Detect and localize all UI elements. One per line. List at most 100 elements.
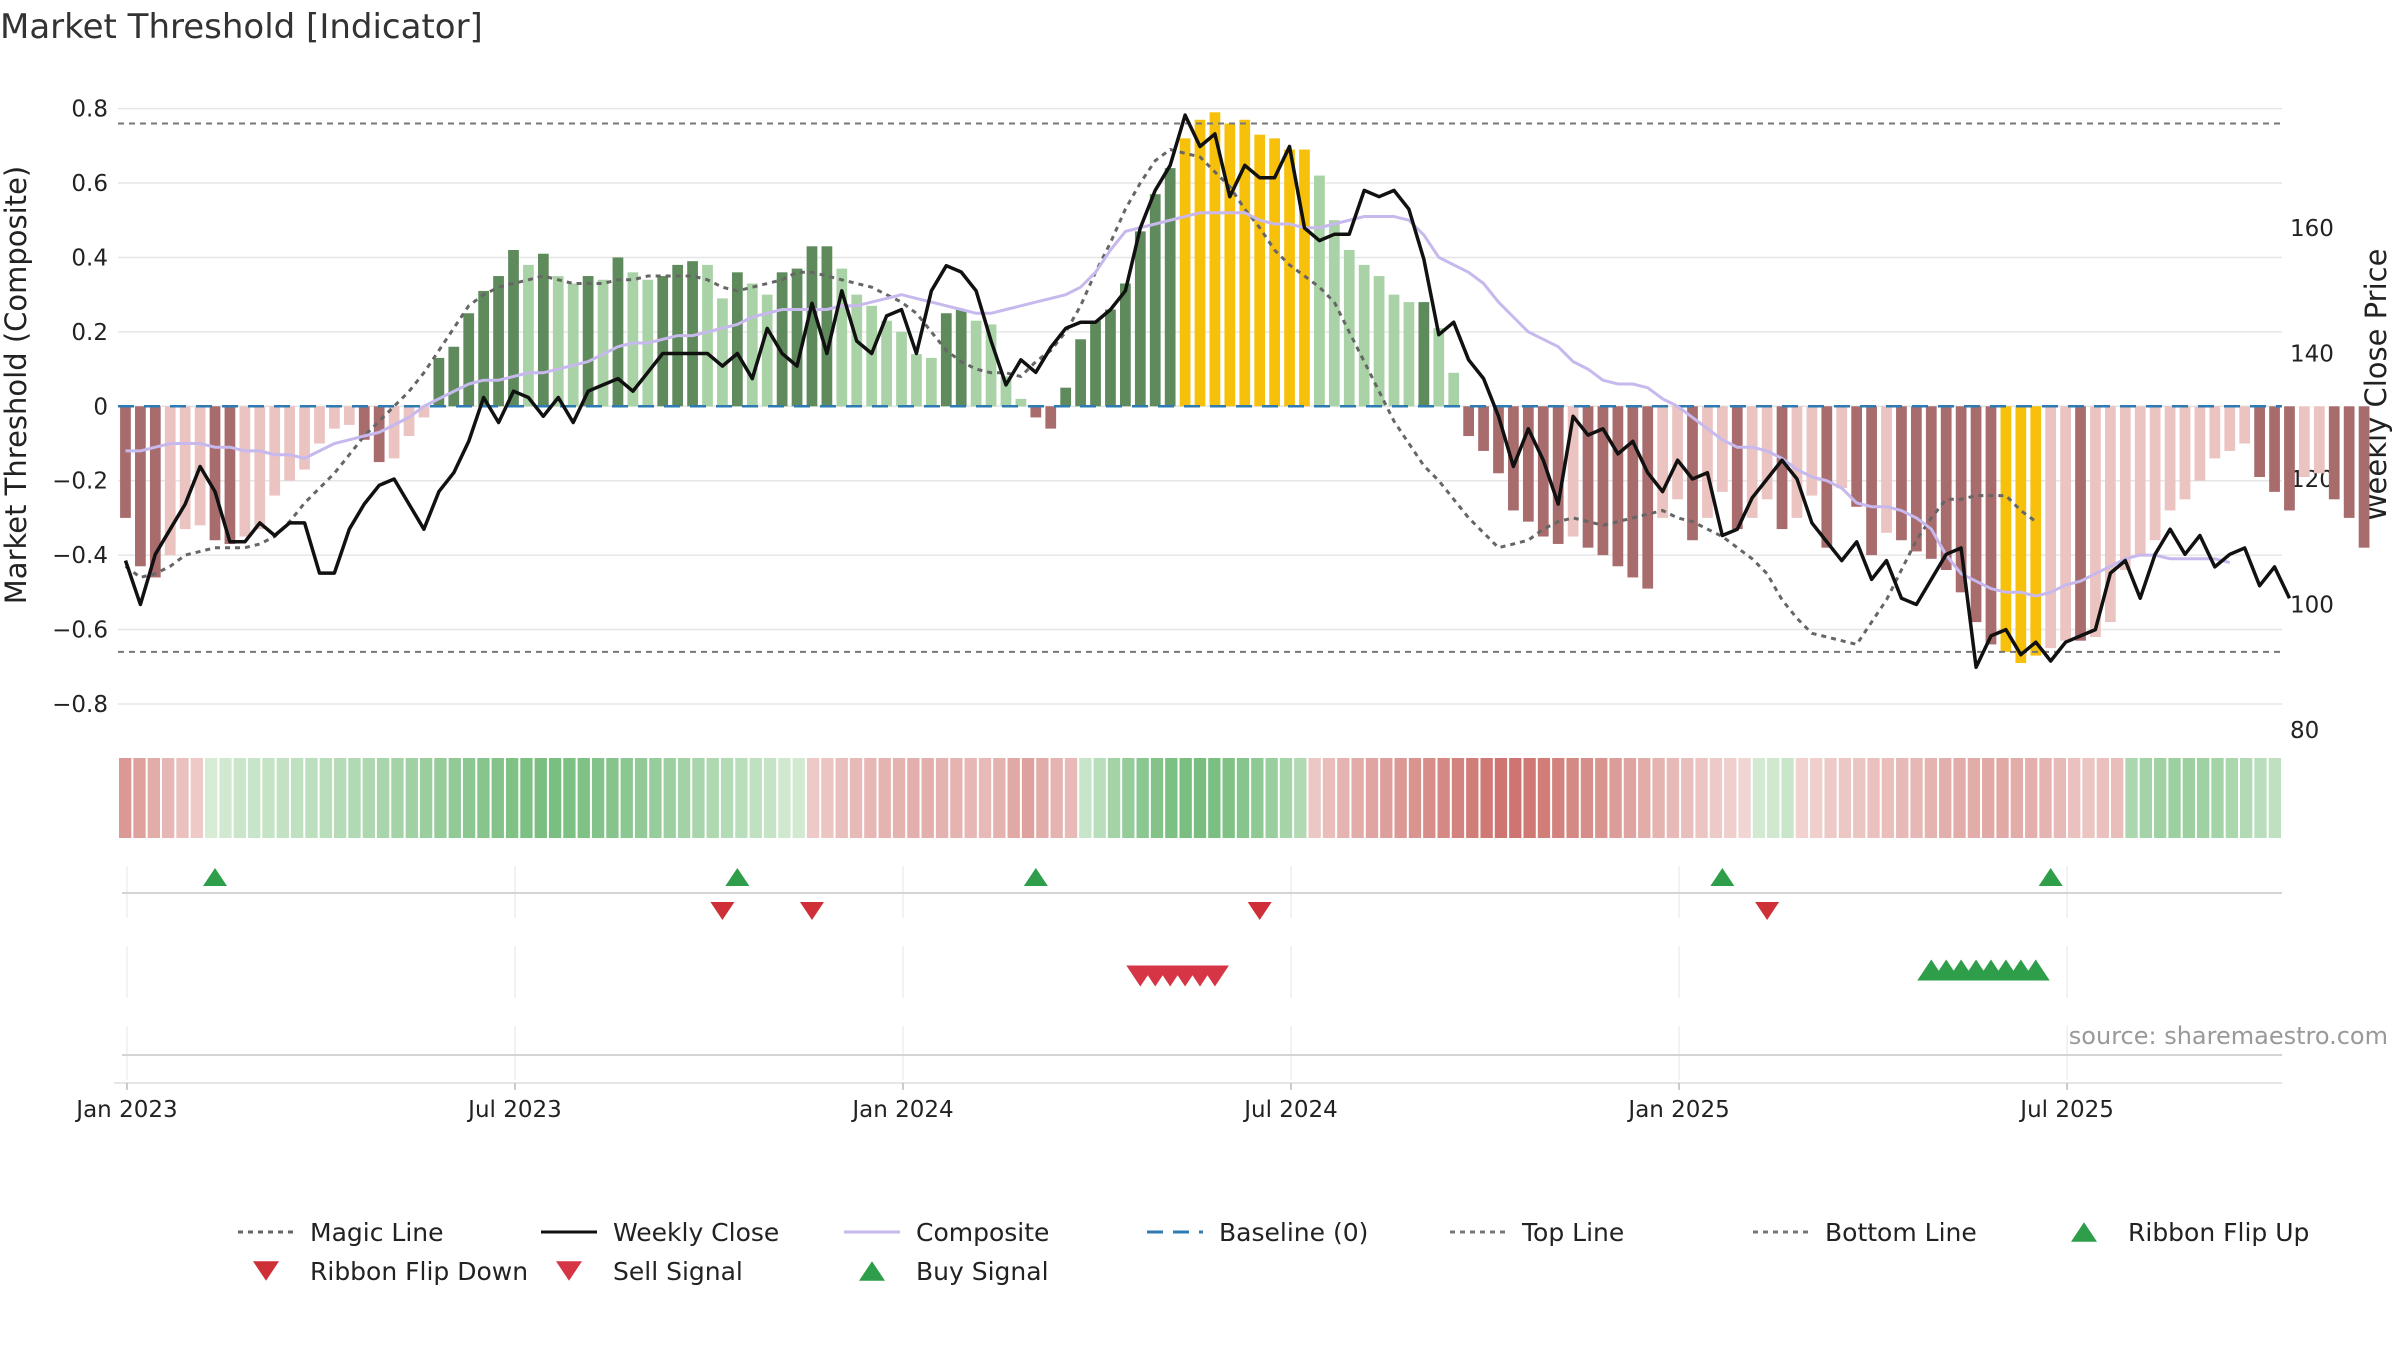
ribbon-cell — [1279, 758, 1293, 838]
ribbon-flip-up-marker — [1023, 868, 1048, 886]
composite-bar — [657, 276, 669, 407]
composite-bar — [1851, 406, 1863, 507]
composite-bar — [925, 357, 937, 407]
legend-label: Sell Signal — [613, 1257, 743, 1286]
ribbon-cell — [1838, 758, 1852, 838]
ribbon-cell — [606, 758, 619, 838]
ribbon-cell — [1795, 758, 1809, 838]
composite-bar — [1209, 112, 1221, 407]
ribbon-cell — [2068, 758, 2081, 838]
composite-bar — [1045, 406, 1057, 429]
composite-bar — [2194, 406, 2206, 481]
composite-bar — [523, 264, 534, 407]
ribbon-flip-up-marker — [2038, 868, 2063, 886]
composite-bar — [1299, 149, 1310, 407]
source-credit: source: sharemaestro.com — [2069, 1022, 2388, 1050]
composite-bar — [836, 268, 848, 407]
composite-bar — [1896, 406, 1907, 541]
composite-bar — [1015, 398, 1027, 407]
ribbon-cell — [1408, 758, 1422, 838]
ribbon-cell — [2211, 758, 2224, 838]
ribbon-cell — [247, 758, 261, 838]
legend-label: Composite — [916, 1218, 1049, 1247]
ribbon-cell — [348, 758, 361, 838]
composite-bar — [567, 283, 579, 407]
composite-bar — [970, 320, 982, 407]
composite-bar — [1866, 406, 1877, 556]
ribbon-flip-panel — [122, 866, 2282, 920]
y-left-tick-label: 0.2 — [71, 320, 108, 346]
chart-title: Market Threshold [Indicator] — [0, 7, 483, 47]
composite-bar — [1105, 309, 1116, 407]
ribbon-cell — [1365, 758, 1379, 838]
ribbon-cell — [821, 758, 834, 838]
composite-bar — [1164, 168, 1176, 407]
y-right-tick-label: 140 — [2290, 342, 2334, 368]
composite-bar — [1090, 320, 1101, 407]
ribbon-cell — [1222, 758, 1235, 838]
composite-bar — [1597, 406, 1609, 556]
legend-label: Buy Signal — [916, 1257, 1049, 1286]
composite-bar — [2224, 406, 2236, 451]
legend-label: Ribbon Flip Up — [2128, 1218, 2309, 1247]
composite-bar — [1881, 406, 1892, 533]
ribbon-cell — [1208, 758, 1221, 838]
composite-bar — [746, 283, 758, 407]
ribbon-cell — [2010, 758, 2024, 838]
ribbon-cell — [1953, 758, 1966, 838]
composite-bar — [1224, 123, 1236, 407]
composite-bar — [448, 346, 460, 407]
composite-bar — [1448, 372, 1460, 407]
composite-bar — [1657, 406, 1669, 518]
ribbon-cell — [1036, 758, 1049, 838]
ribbon-cell — [1394, 758, 1407, 838]
ribbon-cell — [290, 758, 304, 838]
ribbon-cell — [907, 758, 920, 838]
composite-bar — [537, 253, 549, 407]
composite-bar — [940, 313, 952, 407]
composite-bar — [329, 406, 340, 429]
composite-bar — [135, 406, 146, 567]
ribbon-cell — [2039, 758, 2052, 838]
ribbon-cell — [677, 758, 691, 838]
composite-bar — [761, 294, 773, 407]
ribbon-cell — [119, 758, 132, 838]
composite-bar — [2179, 406, 2191, 500]
ribbon-cell — [233, 758, 246, 838]
y-right-tick-label: 100 — [2290, 593, 2334, 619]
composite-bar — [1343, 250, 1355, 407]
ribbon-cell — [1666, 758, 1680, 838]
ribbon-cell — [448, 758, 461, 838]
ribbon-cell — [993, 758, 1006, 838]
ribbon-cell — [577, 758, 590, 838]
composite-bar — [1314, 175, 1325, 407]
composite-bar — [1328, 220, 1340, 407]
composite-bar — [687, 261, 698, 407]
ribbon-cell — [1523, 758, 1536, 838]
composite-bar — [1985, 406, 1997, 645]
composite-bar — [1508, 406, 1519, 511]
magic-line — [124, 147, 2037, 647]
ribbon-cell — [649, 758, 662, 838]
ribbon-cell — [505, 758, 519, 838]
composite-bar — [2090, 406, 2101, 637]
composite-bar — [403, 406, 415, 437]
composite-bar — [1284, 149, 1295, 407]
ribbon-cell — [133, 758, 146, 838]
ribbon-cell — [835, 758, 848, 838]
composite-bar — [1687, 406, 1698, 541]
ribbon-cell — [276, 758, 289, 838]
composite-bar — [284, 406, 296, 481]
ribbon-cell — [1824, 758, 1837, 838]
composite-bar — [1522, 406, 1534, 522]
ribbon-cell — [1294, 758, 1307, 838]
composite-bar — [1134, 231, 1146, 407]
composite-bar — [1552, 406, 1564, 544]
y-right-tick-label: 160 — [2290, 216, 2334, 242]
composite-bar — [508, 250, 519, 407]
composite-bar — [955, 309, 967, 407]
ribbon-cell — [1322, 758, 1336, 838]
composite-bar — [821, 246, 833, 407]
ribbon-cell — [792, 758, 805, 838]
